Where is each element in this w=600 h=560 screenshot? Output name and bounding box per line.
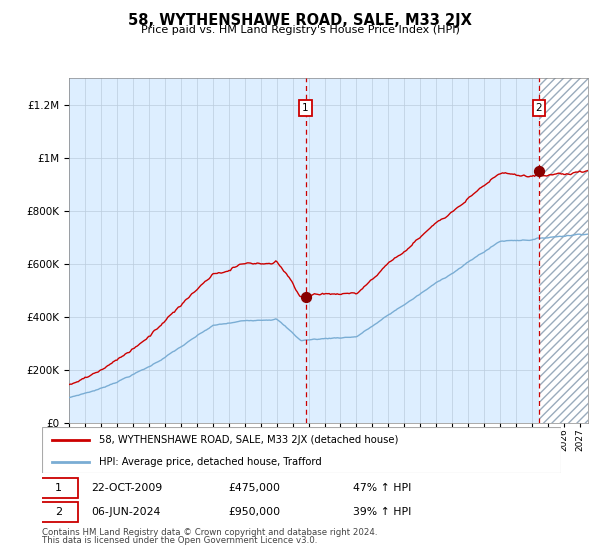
Text: This data is licensed under the Open Government Licence v3.0.: This data is licensed under the Open Gov…: [42, 536, 317, 545]
Text: 58, WYTHENSHAWE ROAD, SALE, M33 2JX: 58, WYTHENSHAWE ROAD, SALE, M33 2JX: [128, 13, 472, 29]
FancyBboxPatch shape: [42, 427, 561, 473]
Point: [534, 167, 544, 176]
Text: 1: 1: [302, 102, 309, 113]
Text: Contains HM Land Registry data © Crown copyright and database right 2024.: Contains HM Land Registry data © Crown c…: [42, 528, 377, 537]
FancyBboxPatch shape: [40, 502, 79, 522]
FancyBboxPatch shape: [40, 478, 79, 498]
Text: 2: 2: [55, 507, 62, 517]
Text: Price paid vs. HM Land Registry's House Price Index (HPI): Price paid vs. HM Land Registry's House …: [140, 25, 460, 35]
Bar: [539, 52, 600, 423]
Text: 58, WYTHENSHAWE ROAD, SALE, M33 2JX (detached house): 58, WYTHENSHAWE ROAD, SALE, M33 2JX (det…: [99, 435, 398, 445]
Text: £475,000: £475,000: [229, 483, 281, 493]
Text: 06-JUN-2024: 06-JUN-2024: [91, 507, 161, 517]
Point: [301, 292, 310, 301]
Text: HPI: Average price, detached house, Trafford: HPI: Average price, detached house, Traf…: [99, 457, 322, 466]
Text: £950,000: £950,000: [229, 507, 281, 517]
Text: 39% ↑ HPI: 39% ↑ HPI: [353, 507, 412, 517]
Text: 2: 2: [536, 102, 542, 113]
Text: 47% ↑ HPI: 47% ↑ HPI: [353, 483, 412, 493]
Text: 22-OCT-2009: 22-OCT-2009: [91, 483, 163, 493]
Text: 1: 1: [55, 483, 62, 493]
